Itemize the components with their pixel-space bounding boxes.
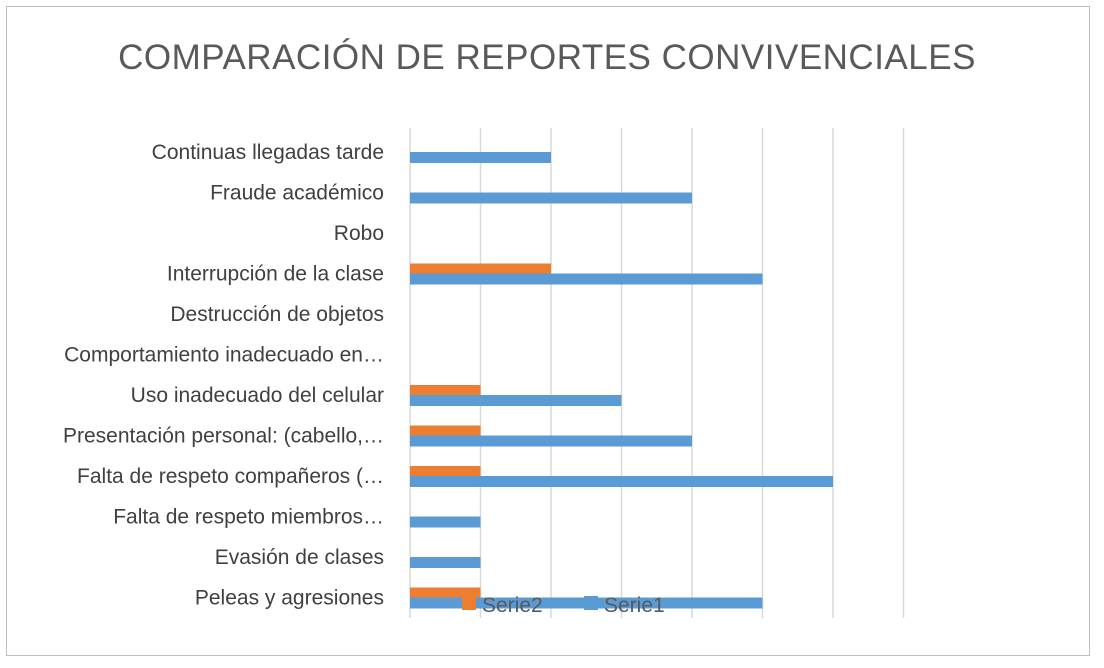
category-label: Fraude académico <box>210 182 384 205</box>
bar-serie2 <box>410 425 481 437</box>
legend-label: Serie1 <box>604 594 665 617</box>
legend-swatch <box>584 596 598 610</box>
category-label: Evasión de clases <box>215 546 384 569</box>
bar-serie1 <box>410 273 763 285</box>
category-label: Uso inadecuado del celular <box>131 384 384 407</box>
chart-frame <box>6 6 1090 656</box>
category-label: Falta de respeto miembros… <box>113 506 384 529</box>
bar-serie1 <box>410 152 551 163</box>
legend-label: Serie2 <box>482 594 543 617</box>
bar-serie1 <box>410 435 692 447</box>
category-label: Presentación personal: (cabello,… <box>63 425 384 448</box>
category-label: Continuas llegadas tarde <box>152 141 384 164</box>
bar-serie2 <box>410 263 551 275</box>
bar-serie1 <box>410 557 481 568</box>
bar-serie2 <box>410 587 481 599</box>
bar-serie1 <box>410 516 481 528</box>
category-label: Destrucción de objetos <box>170 303 384 326</box>
category-label: Robo <box>334 222 384 245</box>
bar-serie2 <box>410 385 481 396</box>
legend-swatch <box>462 596 476 610</box>
bar-serie1 <box>410 192 692 204</box>
bar-serie2 <box>410 466 481 477</box>
category-label: Peleas y agresiones <box>195 587 384 610</box>
category-label: Interrupción de la clase <box>167 263 384 286</box>
chart-title: COMPARACIÓN DE REPORTES CONVIVENCIALES <box>118 38 976 77</box>
bar-serie1 <box>410 395 622 406</box>
category-label: Falta de respeto compañeros (… <box>77 465 384 488</box>
category-label: Comportamiento inadecuado en… <box>64 344 384 367</box>
bar-serie1 <box>410 476 833 487</box>
